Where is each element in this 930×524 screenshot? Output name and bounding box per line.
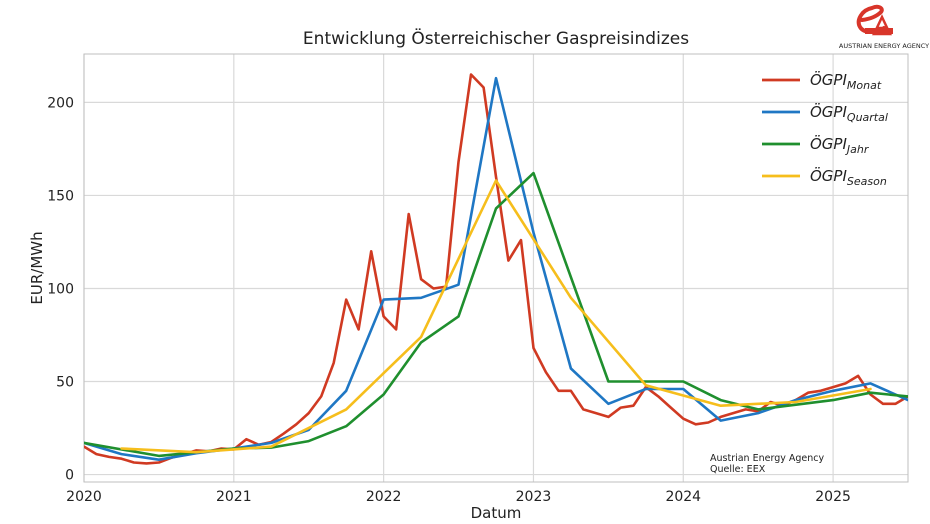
grid [83,54,908,482]
austrian-energy-agency-logo: AUSTRIAN ENERGY AGENCY [839,4,929,50]
legend-label-monat: ÖGPIMonat [810,70,882,92]
x-axis-title: Datum [471,504,522,522]
series-layer [84,73,908,465]
y-tick-label: 150 [47,188,74,204]
annotation-agency: Austrian Energy Agency [710,453,824,464]
series-line-season [120,179,872,454]
logo-text: AUSTRIAN ENERGY AGENCY [839,42,929,50]
legend-subscript: Jahr [845,143,870,156]
x-tick-label: 2022 [366,489,402,505]
legend-name: ÖGPI [810,134,847,153]
y-tick-label: 200 [47,95,74,111]
x-tick-label: 2025 [815,489,851,505]
y-tick-label: 50 [56,375,74,391]
x-tick-label: 2021 [216,489,252,505]
x-tick-label: 2020 [66,489,102,505]
y-axis-title: EUR/MWh [28,231,46,304]
plot-frame [83,53,909,483]
y-tick-label: 0 [65,468,74,484]
annotation-source: Quelle: EEX [710,464,766,475]
x-tick-label: 2024 [665,489,701,505]
legend-subscript: Quartal [847,111,888,124]
legend-name: ÖGPI [810,70,847,89]
x-tick-label: 2023 [516,489,552,505]
legend-label-season: ÖGPISeason [810,166,887,188]
legend-label-quartal: ÖGPIQuartal [810,102,888,124]
legend-name: ÖGPI [810,166,847,185]
legend-label-jahr: ÖGPIJahr [810,134,870,156]
x-axis-ticks: 2020 2021 2022 2023 2024 2025 [66,489,851,505]
y-axis-ticks: 0 50 100 150 200 [47,95,74,483]
legend-subscript: Monat [847,79,882,92]
legend-subscript: Season [847,175,887,188]
y-tick-label: 100 [47,281,74,297]
chart-title: Entwicklung Österreichischer Gaspreisind… [303,27,689,49]
legend-name: ÖGPI [810,102,847,121]
